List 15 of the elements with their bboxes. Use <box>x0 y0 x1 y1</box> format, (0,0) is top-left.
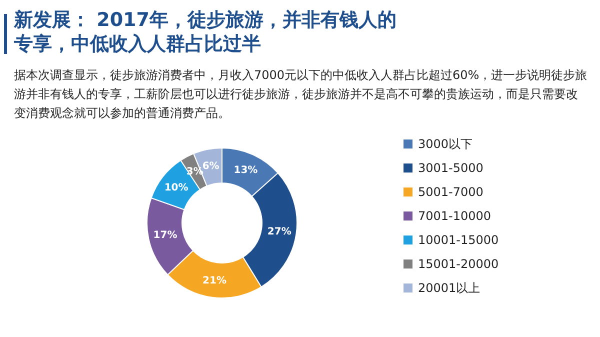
legend-label: 5001-7000 <box>418 185 484 199</box>
data-label: 10% <box>164 182 188 194</box>
legend-label: 7001-10000 <box>418 209 492 223</box>
legend-label: 20001以上 <box>418 281 480 295</box>
legend-label: 15001-20000 <box>418 257 499 271</box>
data-label: 6% <box>202 161 220 172</box>
data-label: 13% <box>234 165 258 176</box>
chart-title: 新发展： 2017年，徒步旅游，并非有钱人的专享，中低收入人群占比过半 <box>14 8 398 56</box>
legend-label: 3001-5000 <box>418 161 484 175</box>
chart-subtitle: 据本次调查显示，徒步旅游消费者中，月收入7000元以下的中低收入人群占比超过60%，进一步说明徒步旅游并非有钱人的专享，工薪阶层也可以进行徒步旅游，徒步旅游并不是高不可攀的贵族运动，而是只需要改变消费观念就可以参加的普通消费产品。 <box>14 67 588 122</box>
legend-label: 3000以下 <box>418 137 473 151</box>
data-label: 27% <box>267 226 292 238</box>
legend-label: 10001-15000 <box>418 233 499 247</box>
data-label: 17% <box>153 230 178 242</box>
data-label: 21% <box>202 276 226 287</box>
